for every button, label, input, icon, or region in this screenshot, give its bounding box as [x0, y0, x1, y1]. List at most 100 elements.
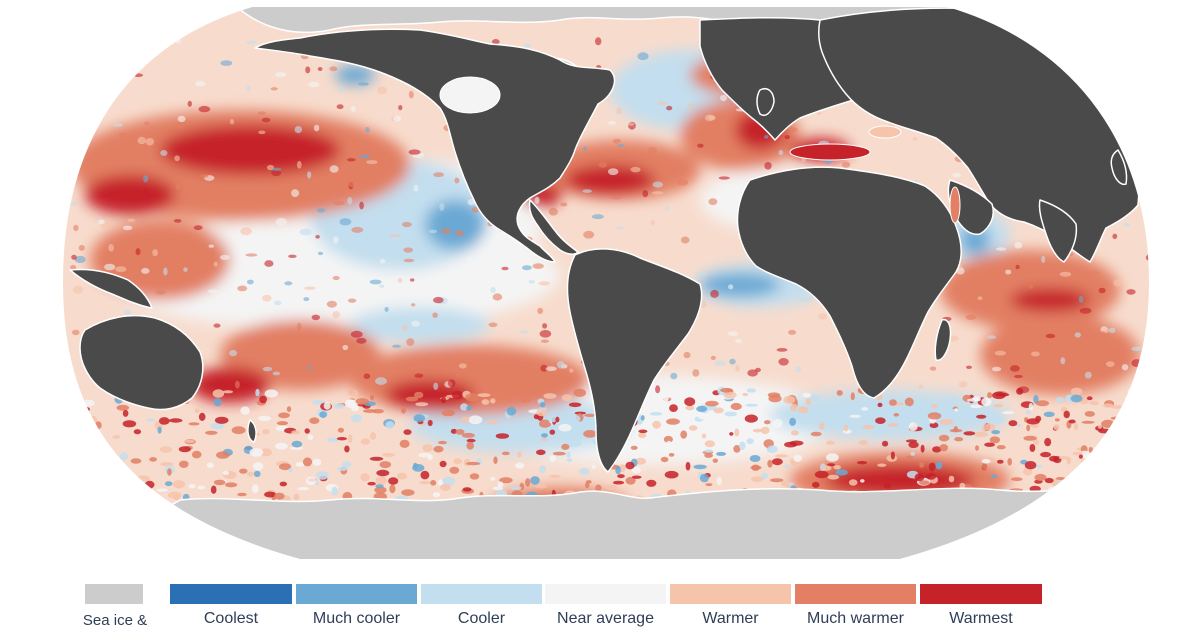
- eddy-speck: [172, 480, 186, 489]
- eddy-speck: [905, 455, 914, 459]
- eddy-speck: [351, 226, 364, 233]
- eddy-speck: [993, 403, 1004, 408]
- eddy-speck: [883, 482, 892, 489]
- eddy-speck: [71, 389, 78, 395]
- eddy-speck: [69, 201, 78, 206]
- eddy-speck: [454, 230, 464, 237]
- eddy-speck: [442, 476, 456, 486]
- eddy-speck: [141, 267, 150, 274]
- eddy-speck: [965, 314, 977, 320]
- eddy-speck: [71, 457, 85, 462]
- eddy-speck: [790, 403, 798, 412]
- eddy-speck: [990, 474, 997, 479]
- eddy-speck: [519, 482, 525, 491]
- eddy-speck: [403, 429, 412, 435]
- eddy-speck: [1005, 269, 1012, 275]
- legend-label-cooler: Cooler: [457, 610, 506, 627]
- eddy-speck: [1114, 460, 1124, 468]
- eddy-speck: [104, 470, 115, 476]
- eddy-speck: [549, 429, 556, 435]
- eddy-speck: [355, 398, 370, 405]
- eddy-speck: [149, 457, 158, 462]
- eddy-speck: [220, 60, 233, 66]
- eddy-speck: [68, 411, 79, 418]
- eddy-speck: [635, 457, 647, 465]
- eddy-speck: [143, 175, 149, 183]
- eddy-speck: [487, 419, 499, 425]
- red-sea: [949, 186, 961, 224]
- eddy-speck: [112, 491, 121, 497]
- eddy-speck: [210, 485, 217, 494]
- eddy-speck: [122, 225, 133, 231]
- eddy-speck: [501, 266, 509, 271]
- eddy-speck: [630, 166, 641, 173]
- eddy-speck: [949, 396, 959, 405]
- eddy-speck: [1117, 438, 1123, 445]
- eddy-speck: [198, 105, 211, 113]
- eddy-speck: [728, 284, 734, 290]
- eddy-speck: [415, 402, 429, 407]
- eddy-speck: [540, 437, 548, 442]
- eddy-speck: [1072, 481, 1084, 486]
- eddy-speck: [650, 219, 655, 226]
- eddy-speck: [175, 184, 181, 190]
- eddy-speck: [350, 105, 356, 113]
- eddy-speck: [72, 285, 84, 294]
- eddy-speck: [450, 428, 458, 434]
- eddy-speck: [1047, 340, 1055, 347]
- eddy-speck: [927, 412, 942, 420]
- eddy-speck: [931, 404, 938, 409]
- eddy-speck: [209, 250, 214, 258]
- eddy-speck: [413, 184, 419, 192]
- eddy-speck: [981, 397, 992, 407]
- eddy-speck: [848, 479, 858, 486]
- eddy-speck: [783, 395, 796, 404]
- eddy-speck: [187, 100, 192, 107]
- eddy-speck: [369, 279, 382, 285]
- eddy-speck: [317, 251, 324, 256]
- eddy-speck: [116, 404, 130, 411]
- eddy-speck: [122, 409, 129, 417]
- eddy-speck: [1144, 472, 1150, 476]
- eddy-speck: [693, 464, 707, 470]
- eddy-speck: [1014, 242, 1023, 249]
- eddy-speck: [414, 391, 424, 399]
- japan: [1110, 149, 1128, 186]
- eddy-speck: [490, 286, 496, 294]
- eddy-speck: [392, 344, 401, 348]
- eddy-speck: [112, 435, 121, 439]
- eddy-speck: [956, 267, 965, 275]
- eddy-speck: [849, 414, 861, 418]
- eddy-speck: [80, 492, 86, 499]
- eddy-speck: [70, 265, 77, 270]
- eddy-speck: [974, 431, 988, 438]
- eddy-speck: [642, 190, 649, 198]
- eddy-speck: [309, 417, 320, 425]
- eddy-speck: [116, 271, 126, 277]
- eddy-speck: [460, 403, 469, 411]
- eddy-speck: [78, 244, 85, 251]
- eddy-speck: [598, 162, 608, 168]
- eddy-speck: [312, 400, 325, 405]
- australia: [79, 314, 204, 411]
- eddy-speck: [369, 394, 375, 401]
- eddy-speck: [1100, 491, 1112, 498]
- eddy-speck: [299, 228, 312, 236]
- eddy-speck: [213, 398, 222, 407]
- eddy-speck: [155, 289, 166, 295]
- legend-swatch-much-cooler: [296, 584, 417, 604]
- eddy-speck: [311, 314, 320, 321]
- eddy-speck: [664, 206, 670, 211]
- eddy-speck: [818, 313, 828, 320]
- eddy-speck: [403, 247, 414, 253]
- eddy-speck: [317, 67, 323, 71]
- eddy-speck: [607, 121, 617, 125]
- eddy-speck: [123, 309, 132, 315]
- eddy-speck: [751, 464, 760, 471]
- eddy-speck: [207, 289, 219, 293]
- eddy-speck: [1044, 477, 1054, 484]
- eddy-speck: [1113, 491, 1124, 500]
- eddy-speck: [135, 248, 141, 256]
- eddy-speck: [360, 473, 370, 482]
- eddy-speck: [455, 429, 465, 435]
